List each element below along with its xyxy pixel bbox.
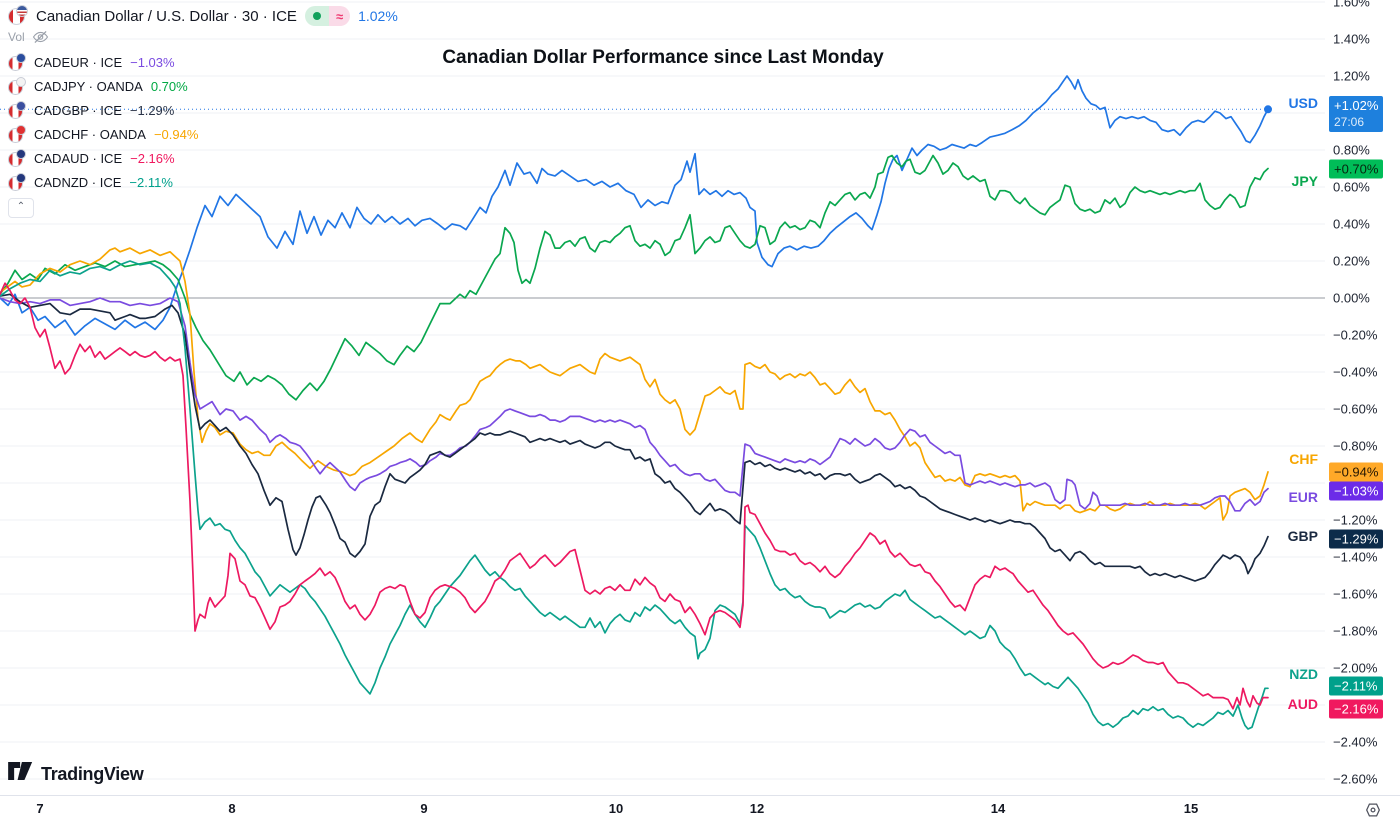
time-tick-day-12: 12 xyxy=(749,801,765,816)
currency-label-eur: EUR xyxy=(1288,489,1318,505)
market-status-pill[interactable]: ≈ xyxy=(304,6,351,26)
price-badge-gbp: −1.29% xyxy=(1329,529,1384,549)
price-tick: −0.80% xyxy=(1333,438,1378,454)
currency-label-aud: AUD xyxy=(1287,696,1318,712)
legend-change-value: −1.29% xyxy=(129,102,175,118)
time-tick-day-15: 15 xyxy=(1183,801,1199,816)
price-tick: 0.20% xyxy=(1333,253,1370,269)
price-badge-usd: +1.02% 27:06 xyxy=(1329,96,1384,132)
legend-symbol: CADAUD · ICE xyxy=(34,150,123,166)
series-line-nzd xyxy=(0,260,1269,730)
flag-icon xyxy=(8,53,26,71)
price-axis[interactable]: 1.60% 1.40% 1.20% 0.80% 0.60% 0.40% 0.20% 0.00%… xyxy=(1325,0,1400,795)
price-tick: 1.40% xyxy=(1333,31,1370,47)
legend-symbol: CADEUR · ICE xyxy=(34,54,123,70)
legend-change-value: −1.03% xyxy=(130,54,175,70)
series-line-eur xyxy=(0,297,1269,512)
legend-item-cadaud[interactable]: CADAUD · ICE −2.16% xyxy=(8,146,198,170)
price-tick: 0.80% xyxy=(1333,142,1370,158)
price-tick: −1.60% xyxy=(1333,586,1378,602)
price-badge-chf: −0.94% xyxy=(1329,462,1384,482)
legend-collapse-button[interactable]: ⌃ xyxy=(8,198,34,218)
volume-label: Vol xyxy=(8,30,25,44)
series-line-aud xyxy=(0,282,1269,710)
currency-label-usd: USD xyxy=(1288,95,1318,111)
time-tick-day-14: 14 xyxy=(990,801,1006,816)
price-tick: 0.60% xyxy=(1333,179,1370,195)
flag-icon xyxy=(8,101,26,119)
price-badge-eur: −1.03% xyxy=(1329,481,1384,501)
time-tick-day-7: 7 xyxy=(36,801,44,816)
price-badge-nzd: −2.11% xyxy=(1329,676,1383,696)
legend-symbol: CADGBP · ICE xyxy=(34,102,122,118)
compare-legend: CADEUR · ICE −1.03% CADJPY · OANDA 0.70% CAD… xyxy=(8,50,198,194)
currency-label-gbp: GBP xyxy=(1287,528,1318,544)
legend-symbol: CADJPY · OANDA xyxy=(34,78,143,94)
series-line-usd xyxy=(0,75,1269,336)
volume-indicator-row[interactable]: Vol xyxy=(8,30,49,44)
price-tick: −2.00% xyxy=(1333,660,1378,676)
price-tick: −0.60% xyxy=(1333,401,1378,417)
price-tick: −0.20% xyxy=(1333,327,1378,343)
axis-settings-icon[interactable] xyxy=(1364,801,1382,819)
series-line-gbp xyxy=(0,293,1269,582)
currency-label-chf: CHF xyxy=(1289,451,1318,467)
legend-item-cadnzd[interactable]: CADNZD · ICE −2.11% xyxy=(8,170,198,194)
approx-icon: ≈ xyxy=(328,6,351,26)
flag-icon xyxy=(8,173,26,191)
series-end-dot-usd xyxy=(1264,105,1272,114)
series-line-chf xyxy=(0,247,1269,521)
price-chart-canvas[interactable] xyxy=(0,0,1325,795)
tradingview-mark-icon xyxy=(8,762,33,780)
time-tick-day-9: 9 xyxy=(420,801,428,816)
legend-symbol: CADNZD · ICE xyxy=(34,174,122,190)
currency-label-jpy: JPY xyxy=(1291,173,1318,189)
cadusd-flag-icon xyxy=(8,5,28,26)
legend-item-cadeur[interactable]: CADEUR · ICE −1.03% xyxy=(8,50,198,74)
price-tick: −2.40% xyxy=(1333,734,1378,750)
tradingview-logo[interactable]: TradingView xyxy=(8,762,144,786)
price-badge-jpy: +0.70% xyxy=(1329,159,1384,179)
legend-item-cadgbp[interactable]: CADGBP · ICE −1.29% xyxy=(8,98,198,122)
currency-label-nzd: NZD xyxy=(1289,666,1318,682)
price-tick: 1.20% xyxy=(1333,68,1370,84)
price-tick: 0.40% xyxy=(1333,216,1370,232)
price-badge-aud: −2.16% xyxy=(1329,699,1384,719)
legend-change-value: −2.11% xyxy=(129,174,173,190)
price-tick: −2.60% xyxy=(1333,771,1378,787)
price-tick: 1.60% xyxy=(1333,0,1370,10)
flag-icon xyxy=(8,125,26,143)
chart-title: Canadian Dollar Performance since Last M… xyxy=(442,47,884,68)
flag-icon xyxy=(8,149,26,167)
symbol-header: Canadian Dollar / U.S. Dollar · 30 · ICE… xyxy=(8,5,398,26)
tradingview-wordmark: TradingView xyxy=(41,763,144,784)
price-tick: −1.80% xyxy=(1333,623,1378,639)
series-line-jpy xyxy=(0,154,1269,401)
price-tick: −0.40% xyxy=(1333,364,1378,380)
symbol-title[interactable]: Canadian Dollar / U.S. Dollar · 30 · ICE xyxy=(36,7,297,25)
symbol-change-percent: 1.02% xyxy=(358,8,398,24)
market-open-dot-icon xyxy=(304,6,329,26)
time-tick-day-10: 10 xyxy=(608,801,624,816)
time-axis[interactable]: 7 8 9 10 12 14 15 xyxy=(0,795,1400,824)
legend-change-value: 0.70% xyxy=(150,78,188,94)
legend-change-value: −0.94% xyxy=(153,126,199,142)
price-tick: −1.40% xyxy=(1333,549,1378,565)
flag-icon xyxy=(8,77,26,95)
legend-change-value: −2.16% xyxy=(130,150,175,166)
price-tick: −1.20% xyxy=(1333,512,1378,528)
price-tick: 0.00% xyxy=(1333,290,1370,306)
eye-off-icon[interactable] xyxy=(32,30,49,44)
legend-symbol: CADCHF · OANDA xyxy=(34,126,146,142)
legend-item-cadchf[interactable]: CADCHF · OANDA −0.94% xyxy=(8,122,198,146)
time-tick-day-8: 8 xyxy=(228,801,236,816)
legend-item-cadjpy[interactable]: CADJPY · OANDA 0.70% xyxy=(8,74,198,98)
